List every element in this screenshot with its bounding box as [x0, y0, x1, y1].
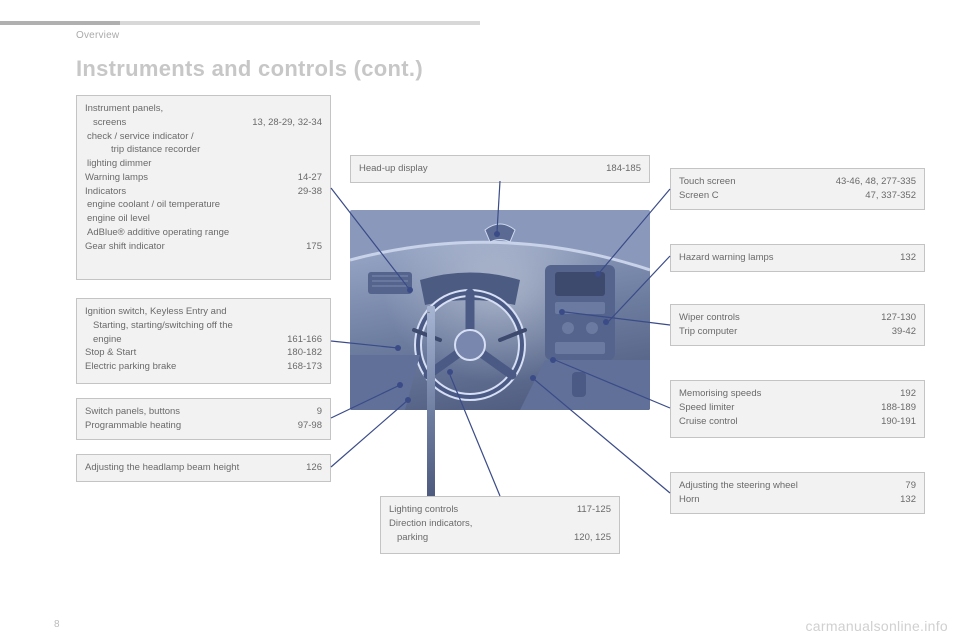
page-ref: 97-98 [298, 419, 322, 433]
label-text: parking [389, 531, 564, 545]
top-rule-fade [120, 21, 480, 25]
right-box-r1: Touch screen 43-46, 48, 277-335Screen C 47… [670, 168, 925, 210]
continuation-text: trip distance recorder [85, 143, 322, 157]
bullet-text: lighting dimmer [87, 157, 151, 171]
label-text: Warning lamps [85, 171, 288, 185]
label-text: Ignition switch, Keyless Entry and [85, 305, 312, 319]
page-ref: 13, 28-29, 32-34 [252, 116, 322, 130]
label-text: Head-up display [359, 162, 596, 176]
bullet-text: check / service indicator / [87, 130, 194, 144]
label-text: Hazard warning lamps [679, 251, 890, 265]
bullet-text: AdBlue® additive operating range [87, 226, 229, 240]
label-text: Stop & Start [85, 346, 277, 360]
label-text: Horn [679, 493, 890, 507]
page-ref: 127-130 [881, 311, 916, 325]
right-box-r2: Hazard warning lamps 132 [670, 244, 925, 272]
right-box-r3: Wiper controls 127-130Trip computer 39-42 [670, 304, 925, 346]
watermark: carmanualsonline.info [806, 618, 949, 634]
breadcrumb: Overview [76, 30, 119, 41]
page-ref: 14-27 [298, 171, 322, 185]
label-text: Direction indicators, [389, 517, 601, 531]
label-text: Touch screen [679, 175, 826, 189]
label-text: Instrument panels, [85, 102, 312, 116]
dashboard-illustration [350, 210, 650, 410]
top-box: Head-up display 184-185 [350, 155, 650, 183]
label-text: Programmable heating [85, 419, 288, 433]
page-ref: 132 [900, 493, 916, 507]
top-rule-accent [0, 21, 120, 25]
label-text: Speed limiter [679, 401, 871, 415]
left-box-b3: Switch panels, buttons 9 Programmable heat… [76, 398, 331, 440]
label-text: Lighting controls [389, 503, 567, 517]
page-ref: 180-182 [287, 346, 322, 360]
label-text: Indicators [85, 185, 288, 199]
page-ref: 9 [317, 405, 322, 419]
label-text: Trip computer [679, 325, 882, 339]
label-text: Cruise control [679, 415, 871, 429]
page-number: 8 [54, 619, 60, 630]
page-ref: 126 [306, 461, 322, 475]
page-ref: 132 [900, 251, 916, 265]
left-box-b1: Instrument panels, screens 13, 28-29, 32-… [76, 95, 331, 280]
bullet-text: engine oil level [87, 212, 150, 226]
page-ref: 192 [900, 387, 916, 401]
page-ref: 168-173 [287, 360, 322, 374]
left-box-b4: Adjusting the headlamp beam height 126 [76, 454, 331, 482]
page-ref: 79 [905, 479, 916, 493]
bullet-dash: - [427, 306, 435, 506]
page-ref: 39-42 [892, 325, 916, 339]
page-ref: 184-185 [606, 162, 641, 176]
page-title: Instruments and controls (cont.) [76, 56, 423, 82]
label-text: Gear shift indicator [85, 240, 296, 254]
label-text: Wiper controls [679, 311, 871, 325]
label-text: Adjusting the steering wheel [679, 479, 895, 493]
dashboard-svg [350, 210, 650, 410]
page-ref: 175 [306, 240, 322, 254]
top-rule [0, 21, 960, 25]
bottom-box: Lighting controls 117-125Direction indica… [380, 496, 620, 554]
page-ref: 117-125 [577, 503, 611, 517]
right-box-r4: Memorising speeds 192 Speed limiter 188-189… [670, 380, 925, 438]
left-box-b2: Ignition switch, Keyless Entry and Start… [76, 298, 331, 384]
label-text: Starting, starting/switching off the [85, 319, 312, 333]
label-text: Switch panels, buttons [85, 405, 307, 419]
page-ref: 190-191 [881, 415, 916, 429]
page-ref: 29-38 [298, 185, 322, 199]
page-ref: 43-46, 48, 277-335 [836, 175, 916, 189]
label-text: Electric parking brake [85, 360, 277, 374]
bullet-text: engine coolant / oil temperature [87, 198, 220, 212]
label-text: Adjusting the headlamp beam height [85, 461, 296, 475]
label-text: Memorising speeds [679, 387, 890, 401]
page-ref: 120, 125 [574, 531, 611, 545]
label-text: engine [85, 333, 277, 347]
right-box-r5: Adjusting the steering wheel 79 Horn 132 [670, 472, 925, 514]
page-ref: 188-189 [881, 401, 916, 415]
page-ref: 161-166 [287, 333, 322, 347]
label-text: screens [85, 116, 242, 130]
label-text: Screen C [679, 189, 855, 203]
page-ref: 47, 337-352 [865, 189, 916, 203]
